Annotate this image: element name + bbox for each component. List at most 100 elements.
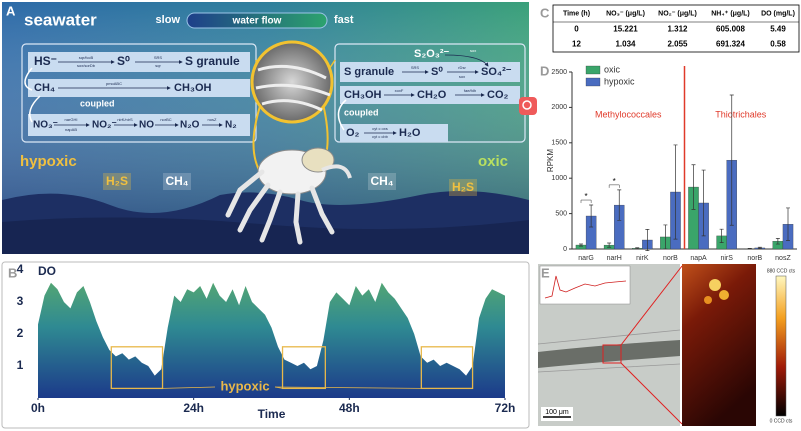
species: CH₂O <box>417 89 447 101</box>
species: CH₃OH <box>344 89 382 101</box>
x-tick-label: nosZ <box>775 255 791 262</box>
table-cell: 5.49 <box>770 25 786 34</box>
hypoxic-box <box>110 346 164 390</box>
gene: narGHI <box>65 117 78 122</box>
species: SO₄²⁻ <box>481 66 512 78</box>
coupled-label: coupled <box>344 107 379 117</box>
y-tick-label: 3 <box>17 294 24 308</box>
sem-filaments <box>255 64 331 112</box>
colorbar-max: 880 CCD cts <box>767 268 796 274</box>
spectrum-line <box>544 275 627 299</box>
title: seawater <box>24 10 97 29</box>
flow-label: water flow <box>232 16 282 27</box>
hot-spot <box>704 296 712 304</box>
legend-label: hypoxic <box>604 76 635 86</box>
table-header: NH₄⁺ (μg/L) <box>711 10 750 17</box>
panel-label: C <box>540 5 550 20</box>
species: S₂O₃²⁻ <box>414 48 450 60</box>
reaction-bg <box>340 62 520 82</box>
legend-swatch <box>585 77 601 87</box>
chem-label: CH₄ <box>370 174 393 188</box>
gene: sox/sorDb <box>77 63 96 68</box>
gene: nosZ <box>208 117 217 122</box>
significance-bracket <box>580 199 592 204</box>
gene: sox <box>459 74 465 79</box>
x-tick-label: nirK <box>636 255 649 262</box>
zoom-region <box>602 344 622 364</box>
gene: cyt c cbb <box>372 134 389 139</box>
error-bar <box>729 94 734 226</box>
x-tick-label: narG <box>578 255 594 262</box>
error-bar <box>673 144 678 240</box>
x-tick-label: norB <box>663 255 678 262</box>
table-header: Time (h) <box>563 10 590 17</box>
table-cell: 0 <box>574 25 579 34</box>
gene: sox <box>470 48 476 53</box>
species: NO₃⁻ <box>33 120 58 131</box>
gene: fae/fdh <box>464 88 476 93</box>
table-cell: 1.034 <box>615 40 636 49</box>
panel-label: D <box>540 63 549 78</box>
table-cell: 1.312 <box>667 25 688 34</box>
connector <box>274 386 422 389</box>
chem-bg <box>163 173 191 190</box>
error-bar <box>589 204 594 228</box>
error-bar <box>701 169 706 237</box>
error-bar <box>579 243 583 247</box>
species: S granule <box>344 66 394 78</box>
species: CO₂ <box>487 89 509 101</box>
x-tick-label: nirS <box>720 255 733 262</box>
y-tick-label: 4 <box>17 262 24 276</box>
coupled-label: coupled <box>80 98 115 108</box>
gene: napAB <box>65 127 77 132</box>
y-axis-label: RPKM <box>546 149 555 172</box>
flow-bar <box>186 12 328 29</box>
species: CH₃OH <box>174 82 212 94</box>
y-tick-label: 1000 <box>551 175 567 182</box>
y-tick-label: 0 <box>563 246 567 253</box>
species: S⁰ <box>431 66 443 78</box>
annotation: hypoxic <box>220 378 269 393</box>
error-bar <box>635 247 640 250</box>
table-cell: 12 <box>572 40 581 49</box>
gene: xoxF <box>395 88 404 93</box>
y-tick-label: 2500 <box>551 69 567 76</box>
gene: sqr <box>155 63 161 68</box>
species: NO <box>139 120 154 131</box>
gene: SRS <box>411 65 420 70</box>
zone-label: oxic <box>478 153 508 170</box>
flow-slow: slow <box>156 14 181 26</box>
chem-bg <box>368 173 396 190</box>
y-axis-label: DO <box>38 264 56 278</box>
table-cell: 605.008 <box>716 25 745 34</box>
group-label: Thiotrichales <box>715 109 767 119</box>
chem-label: H₂S <box>452 180 474 194</box>
table-cell: 2.055 <box>667 40 688 49</box>
gene: norBC <box>160 117 171 122</box>
x-tick-label: 72h <box>495 401 516 415</box>
coupling-arrow <box>29 95 41 123</box>
connector <box>162 386 216 389</box>
y-tick-label: 1500 <box>551 140 567 147</box>
y-tick-label: 2 <box>17 326 24 340</box>
significance: * <box>585 192 588 201</box>
zoom-button[interactable] <box>519 97 537 115</box>
reaction-bg <box>340 86 520 104</box>
spectrum-inset <box>539 265 631 305</box>
gene: cyt c oxs <box>372 126 388 131</box>
species: N₂O <box>180 120 200 131</box>
species: S⁰ <box>117 54 130 68</box>
legend-label: oxic <box>604 64 621 74</box>
do-area <box>38 282 505 398</box>
significance: * <box>613 177 616 186</box>
species: HS⁻ <box>34 54 57 68</box>
hot-spot <box>709 279 721 291</box>
table-cell: 0.58 <box>770 40 786 49</box>
flow-fast: fast <box>334 14 354 26</box>
gene: SRS <box>154 55 163 60</box>
species: S granule <box>185 54 240 68</box>
crab <box>225 147 352 245</box>
colorbar <box>775 275 787 417</box>
table-cell: 15.221 <box>613 25 638 34</box>
colorbar-min: 0 CCD cts <box>770 418 793 424</box>
